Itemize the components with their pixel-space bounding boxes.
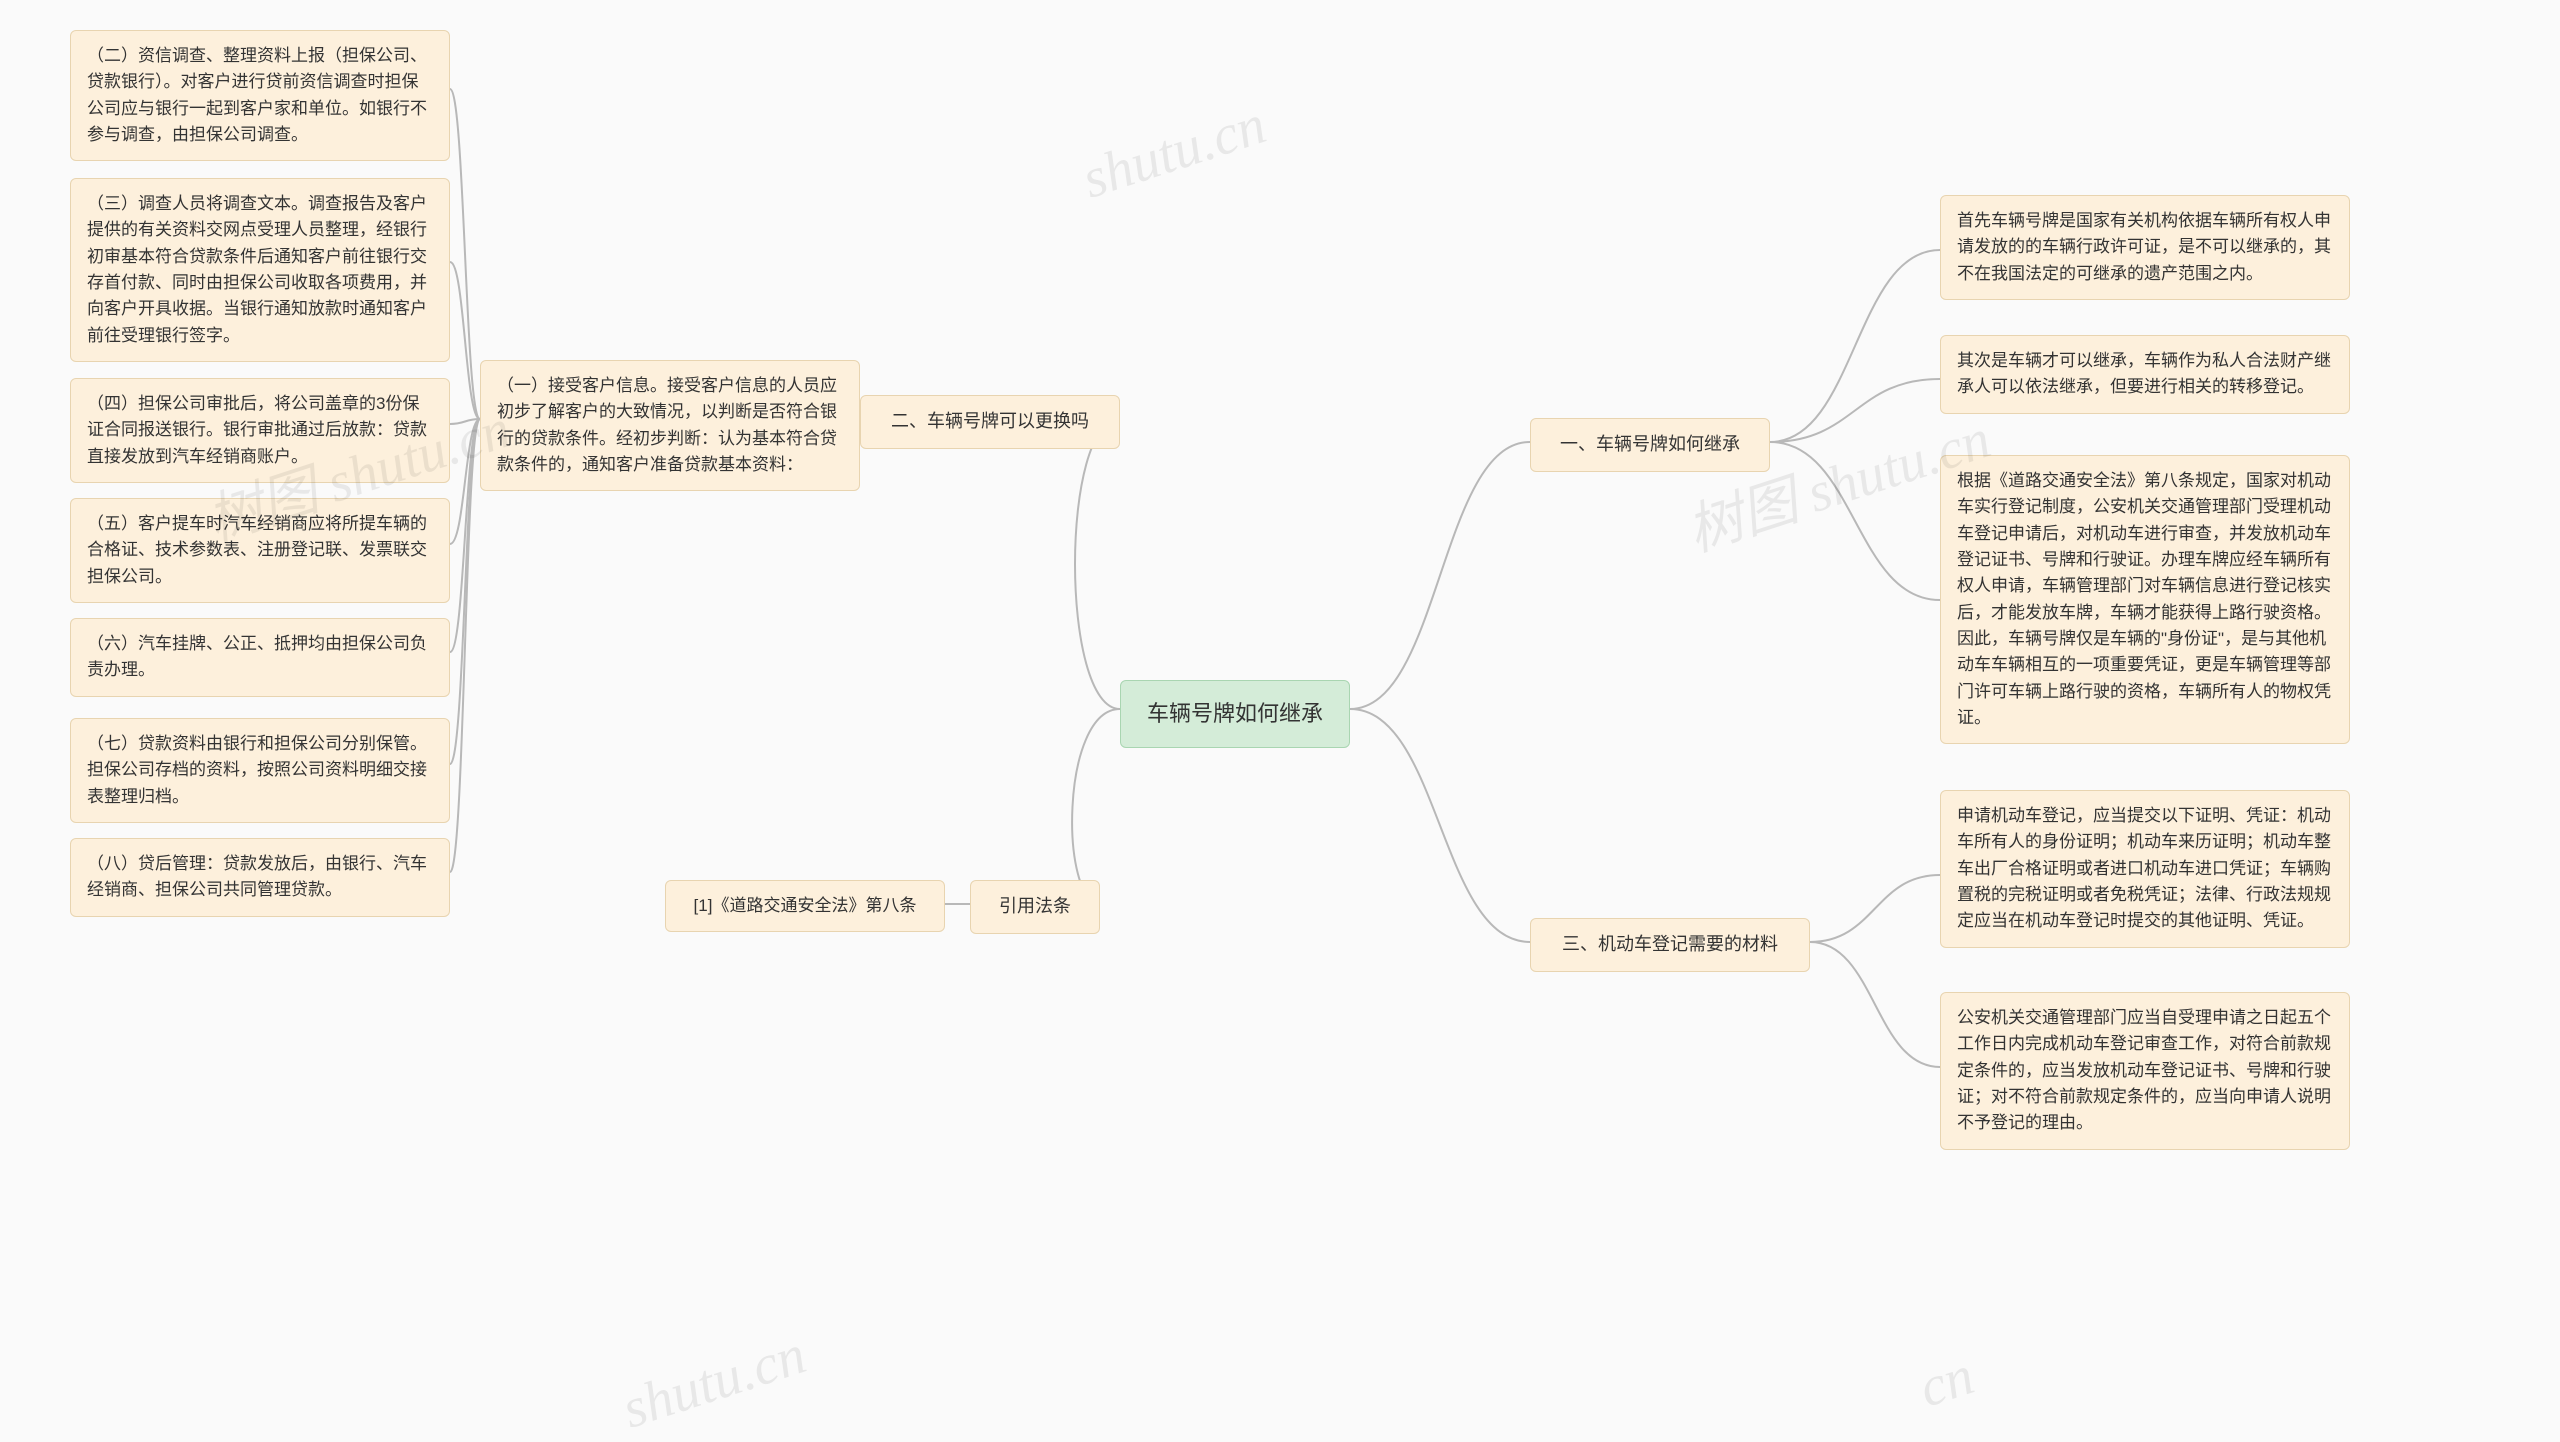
- leaf-r2b-text: 公安机关交通管理部门应当自受理申请之日起五个工作日内完成机动车登记审查工作，对符…: [1957, 1008, 2331, 1132]
- leaf-r1b-text: 其次是车辆才可以继承，车辆作为私人合法财产继承人可以依法继承，但要进行相关的转移…: [1957, 351, 2331, 396]
- leaf-l1s3[interactable]: （三）调查人员将调查文本。调查报告及客户提供的有关资料交网点受理人员整理，经银行…: [70, 178, 450, 362]
- leaf-r1b[interactable]: 其次是车辆才可以继承，车辆作为私人合法财产继承人可以依法继承，但要进行相关的转移…: [1940, 335, 2350, 414]
- leaf-l1s2-text: （二）资信调查、整理资料上报（担保公司、贷款银行）。对客户进行贷前资信调查时担保…: [87, 46, 427, 144]
- watermark: cn: [1911, 1343, 1981, 1420]
- leaf-l1s5[interactable]: （五）客户提车时汽车经销商应将所提车辆的合格证、技术参数表、注册登记联、发票联交…: [70, 498, 450, 603]
- branch-r1[interactable]: 一、车辆号牌如何继承: [1530, 418, 1770, 472]
- leaf-r1a[interactable]: 首先车辆号牌是国家有关机构依据车辆所有权人申请发放的的车辆行政许可证，是不可以继…: [1940, 195, 2350, 300]
- leaf-l1s7[interactable]: （七）贷款资料由银行和担保公司分别保管。担保公司存档的资料，按照公司资料明细交接…: [70, 718, 450, 823]
- branch-l1[interactable]: 二、车辆号牌可以更换吗: [860, 395, 1120, 449]
- leaf-l2a[interactable]: [1]《道路交通安全法》第八条: [665, 880, 945, 932]
- leaf-l1main-text: （一）接受客户信息。接受客户信息的人员应初步了解客户的大致情况，以判断是否符合银…: [497, 376, 837, 474]
- leaf-l1s5-text: （五）客户提车时汽车经销商应将所提车辆的合格证、技术参数表、注册登记联、发票联交…: [87, 514, 427, 586]
- leaf-r2a-text: 申请机动车登记，应当提交以下证明、凭证：机动车所有人的身份证明；机动车来历证明；…: [1957, 806, 2331, 930]
- leaf-r1c-text: 根据《道路交通安全法》第八条规定，国家对机动车实行登记制度，公安机关交通管理部门…: [1957, 471, 2331, 727]
- leaf-r1a-text: 首先车辆号牌是国家有关机构依据车辆所有权人申请发放的的车辆行政许可证，是不可以继…: [1957, 211, 2331, 283]
- leaf-l1s6-text: （六）汽车挂牌、公正、抵押均由担保公司负责办理。: [87, 634, 427, 679]
- branch-r1-label: 一、车辆号牌如何继承: [1560, 434, 1740, 454]
- leaf-l1s8[interactable]: （八）贷后管理：贷款发放后，由银行、汽车经销商、担保公司共同管理贷款。: [70, 838, 450, 917]
- watermark: shutu.cn: [615, 1322, 814, 1441]
- leaf-l1s4-text: （四）担保公司审批后，将公司盖章的3份保证合同报送银行。银行审批通过后放款：贷款…: [87, 394, 427, 466]
- leaf-l1s3-text: （三）调查人员将调查文本。调查报告及客户提供的有关资料交网点受理人员整理，经银行…: [87, 194, 427, 345]
- leaf-l1main[interactable]: （一）接受客户信息。接受客户信息的人员应初步了解客户的大致情况，以判断是否符合银…: [480, 360, 860, 491]
- branch-l1-label: 二、车辆号牌可以更换吗: [891, 411, 1089, 431]
- root-node[interactable]: 车辆号牌如何继承: [1120, 680, 1350, 748]
- leaf-l1s8-text: （八）贷后管理：贷款发放后，由银行、汽车经销商、担保公司共同管理贷款。: [87, 854, 427, 899]
- leaf-l1s2[interactable]: （二）资信调查、整理资料上报（担保公司、贷款银行）。对客户进行贷前资信调查时担保…: [70, 30, 450, 161]
- branch-l2[interactable]: 引用法条: [970, 880, 1100, 934]
- branch-l2-label: 引用法条: [999, 896, 1071, 916]
- watermark: shutu.cn: [1075, 92, 1274, 211]
- leaf-l1s4[interactable]: （四）担保公司审批后，将公司盖章的3份保证合同报送银行。银行审批通过后放款：贷款…: [70, 378, 450, 483]
- leaf-r1c[interactable]: 根据《道路交通安全法》第八条规定，国家对机动车实行登记制度，公安机关交通管理部门…: [1940, 455, 2350, 744]
- leaf-r2b[interactable]: 公安机关交通管理部门应当自受理申请之日起五个工作日内完成机动车登记审查工作，对符…: [1940, 992, 2350, 1150]
- leaf-l1s7-text: （七）贷款资料由银行和担保公司分别保管。担保公司存档的资料，按照公司资料明细交接…: [87, 734, 427, 806]
- root-label: 车辆号牌如何继承: [1147, 701, 1323, 726]
- leaf-l1s6[interactable]: （六）汽车挂牌、公正、抵押均由担保公司负责办理。: [70, 618, 450, 697]
- leaf-r2a[interactable]: 申请机动车登记，应当提交以下证明、凭证：机动车所有人的身份证明；机动车来历证明；…: [1940, 790, 2350, 948]
- leaf-l2a-text: [1]《道路交通安全法》第八条: [694, 896, 917, 915]
- branch-r2-label: 三、机动车登记需要的材料: [1562, 934, 1778, 954]
- branch-r2[interactable]: 三、机动车登记需要的材料: [1530, 918, 1810, 972]
